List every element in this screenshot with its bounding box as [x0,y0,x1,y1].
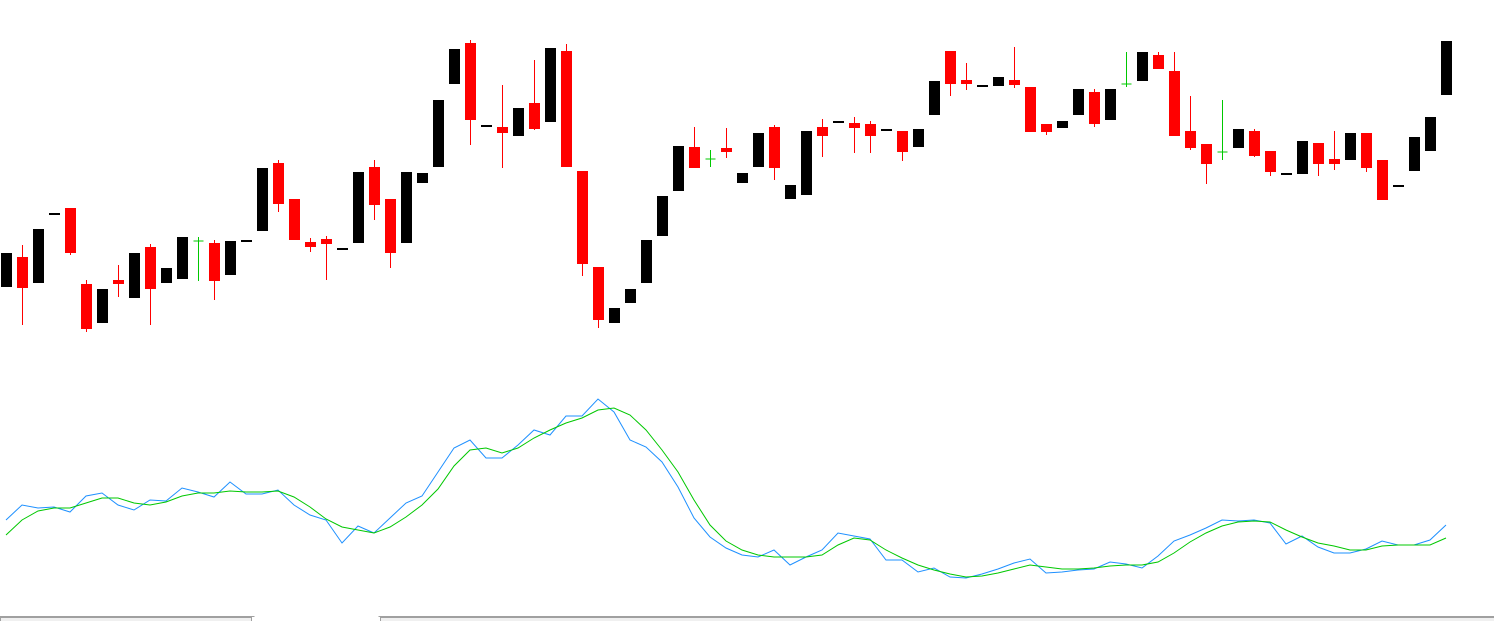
candle-body [817,127,828,136]
candle-body [401,172,412,243]
candle-body [737,173,748,183]
tab-area [380,617,1494,621]
candle-body [417,173,428,183]
candle-body [1153,55,1164,69]
candle-body [833,121,844,123]
indicator-line [5,407,1447,578]
candle-body [481,125,492,127]
candle-body [1329,159,1340,164]
candle-body [321,239,332,244]
candle-body [1041,124,1052,132]
candle-body [1057,121,1068,128]
candle-body [1201,144,1212,164]
candle-body [1265,151,1276,172]
candle-body [1281,173,1292,175]
candle-body [97,289,108,323]
candle-body [993,77,1004,86]
candle-body [641,240,652,283]
candle-body [225,241,236,275]
candle-body [385,199,396,253]
candle-body [1025,87,1036,132]
candle-body [785,185,796,199]
candle-body [289,199,300,240]
candle-body [545,48,556,122]
candle-body [753,133,764,167]
candle-body [433,100,444,167]
candle-body [721,148,732,152]
candle-body [1441,41,1452,95]
candle-body [33,229,44,283]
candle-body [113,280,124,284]
candle-body [129,253,140,298]
candle-body [1233,129,1244,148]
candle-body [577,171,588,264]
candle-body [529,103,540,129]
candle-body [801,131,812,195]
candle-body [1425,117,1436,151]
candle-body [1345,133,1356,160]
candle-body [273,163,284,204]
candle-body [769,127,780,168]
candle-body [497,127,508,133]
candle-body [65,208,76,253]
candle-body [1361,133,1372,168]
candle-body [961,80,972,84]
candle-body [81,284,92,329]
candle-body [689,147,700,168]
candle-body [1009,80,1020,85]
candle-body [177,237,188,279]
candle-body [657,196,668,236]
candle-body [465,43,476,120]
candle-body [49,213,60,215]
candle-body [337,248,348,250]
candle-body [881,129,892,131]
candle-body [625,289,636,303]
candle-body [241,240,252,242]
candle-body [593,267,604,320]
candle-body [1,253,12,287]
candle-body [353,172,364,243]
candle-body [1377,160,1388,200]
candle-body [1169,71,1180,136]
tab-bar [0,614,1494,621]
candle-body [865,124,876,136]
candle-body [1393,185,1404,187]
candle-body [145,247,156,289]
candle-body [561,51,572,167]
candle-body [945,51,956,84]
candle-body [1313,143,1324,164]
candle-body [1297,141,1308,174]
candle-body [929,81,940,115]
candle-body [913,129,924,147]
indicator-line [5,398,1447,579]
candle-body [369,167,380,205]
candle-body [609,308,620,323]
candle-body [209,243,220,281]
candle-body [449,49,460,84]
candle-body [1409,137,1420,171]
candle-body [1105,89,1116,120]
candle-body [1137,52,1148,81]
tab[interactable] [0,617,252,621]
candle-body [305,242,316,247]
candle-body [1185,131,1196,148]
candle-body [897,131,908,152]
candle-body [17,257,28,288]
candle-body [977,85,988,87]
candle-body [1089,92,1100,124]
candle-body [849,123,860,128]
candle-body [161,268,172,283]
candle-body [513,108,524,136]
candle-body [1073,89,1084,115]
tab-selected[interactable] [254,614,379,621]
candle-body [257,168,268,231]
candle-body [673,146,684,191]
candle-body [1249,131,1260,156]
